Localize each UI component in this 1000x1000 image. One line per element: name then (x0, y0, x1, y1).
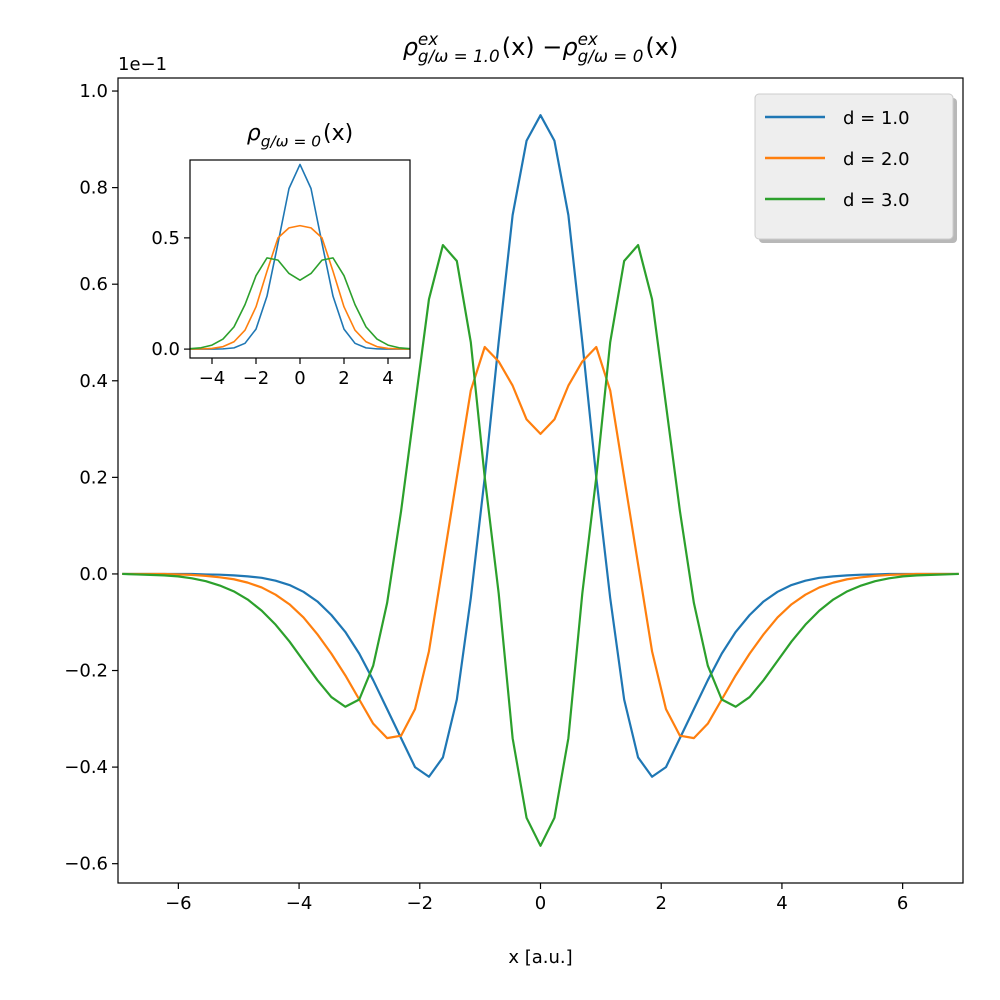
y-tick-label: −0.6 (64, 854, 108, 875)
legend: d = 1.0 d = 2.0 d = 3.0 (754, 93, 957, 243)
x-tick-label: −2 (243, 368, 270, 389)
legend-label: d = 3.0 (843, 190, 910, 211)
x-tick-label: 0 (535, 893, 546, 914)
title-text: ρ (403, 33, 418, 61)
plot-area (190, 160, 410, 358)
x-tick-label: −4 (286, 893, 313, 914)
title-superscript: ex (418, 29, 439, 49)
legend-frame (754, 93, 954, 240)
y-tick-label: 0.8 (79, 178, 108, 199)
y-tick-label: −0.2 (64, 661, 108, 682)
y-tick-label: 1.0 (79, 81, 108, 102)
title-text: ρ (562, 33, 577, 61)
y-tick-label: 0.2 (79, 467, 108, 488)
series-line (122, 243, 959, 847)
title-subscript: g/ω = 1.0 (418, 46, 500, 66)
title-subscript: g/ω = 0 (261, 133, 322, 151)
x-tick-label: 4 (776, 893, 787, 914)
y-tick-label: 0.4 (79, 371, 108, 392)
series-line (190, 257, 410, 350)
chart-title: ρ g/ω = 1.0ex (x) − ρ g/ω = 0ex (x) (403, 29, 679, 66)
series-line (190, 224, 410, 350)
x-tick-label: 2 (655, 893, 666, 914)
legend-label: d = 1.0 (843, 108, 910, 129)
legend-label: d = 2.0 (843, 149, 910, 170)
series-line (122, 114, 959, 778)
title-text: (x) − (502, 33, 563, 61)
y-tick-label: −0.4 (64, 757, 108, 778)
x-tick-label: 4 (382, 368, 393, 389)
x-tick-label: 2 (338, 368, 349, 389)
x-axis-label: x [a.u.] (508, 947, 572, 968)
y-tick-label: 0.0 (79, 564, 108, 585)
title-text: (x) (323, 121, 353, 146)
series-line (190, 163, 410, 350)
y-tick-label: 0.5 (151, 228, 180, 249)
series-line (122, 345, 959, 740)
axis-offset-text: 1e−1 (118, 54, 167, 75)
title-subscript: g/ω = 0 (578, 46, 644, 66)
x-tick-label: −4 (199, 368, 226, 389)
y-tick-label: 0.6 (79, 274, 108, 295)
title-text: ρ (247, 121, 261, 146)
x-tick-label: 6 (897, 893, 908, 914)
y-tick-label: 0.0 (151, 339, 180, 360)
x-tick-label: −6 (165, 893, 192, 914)
x-tick-label: 0 (294, 368, 305, 389)
chart-title: ρ g/ω = 0 (x) (247, 121, 353, 151)
x-tick-label: −2 (407, 893, 434, 914)
title-text: (x) (645, 33, 678, 61)
title-superscript: ex (578, 29, 599, 49)
